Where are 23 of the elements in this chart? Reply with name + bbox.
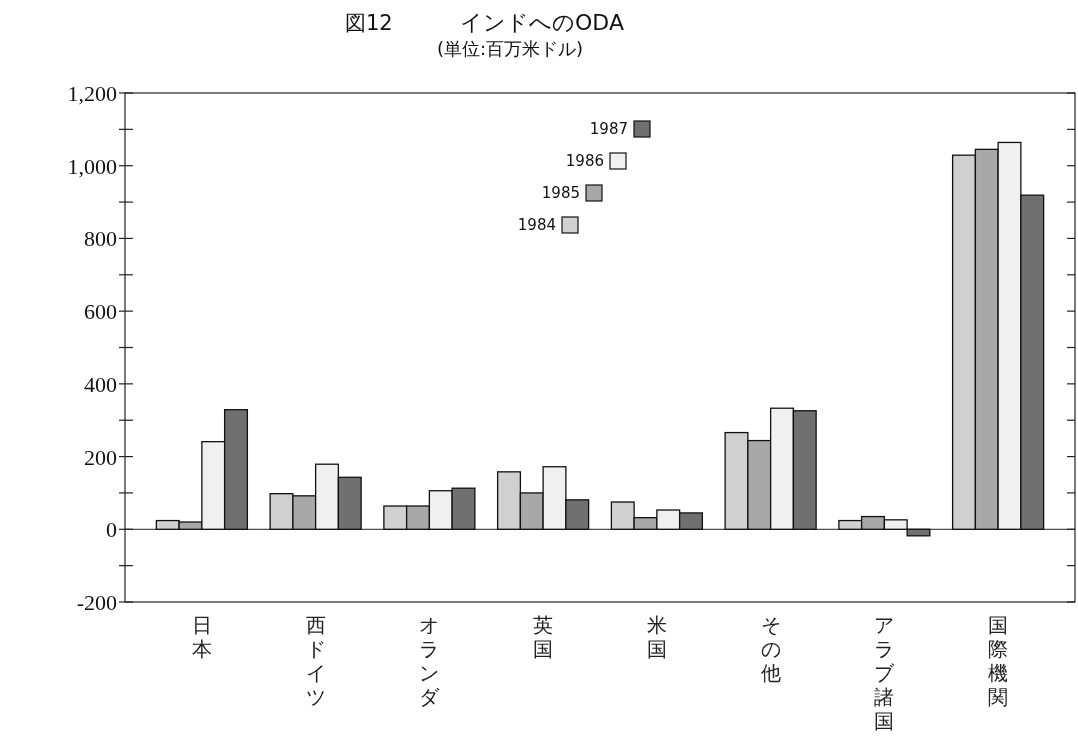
- x-tick-label: 西ドイツ: [305, 613, 326, 709]
- y-tick-label: 600: [84, 299, 117, 325]
- x-tick-label: アラブ諸国: [874, 613, 896, 733]
- chart-subtitle: (単位:百万米ドル): [436, 38, 584, 59]
- x-tick-label: その他: [760, 613, 781, 685]
- y-tick-label: 0: [106, 517, 117, 543]
- y-tick-label: -200: [76, 590, 117, 615]
- legend-label: 1986: [565, 152, 604, 170]
- legend-label: 1984: [517, 216, 556, 234]
- x-tick-label: 日本: [191, 613, 212, 661]
- y-tick-label: 800: [84, 226, 117, 252]
- chart-title: インドへのODA: [460, 10, 624, 35]
- legend-label: 1985: [541, 184, 580, 202]
- y-tick-label: 1,000: [67, 153, 117, 179]
- y-tick-label: 200: [84, 444, 117, 470]
- y-tick-label: 400: [84, 371, 117, 397]
- legend-label: 1987: [589, 120, 628, 138]
- x-tick-label: 英国: [533, 613, 554, 661]
- caption: 図12: [345, 11, 393, 35]
- y-tick-label: 1,200: [67, 81, 117, 106]
- x-tick-label: 国際機関: [988, 613, 1009, 709]
- x-tick-label: 米国: [646, 613, 667, 661]
- x-tick-label: オランダ: [419, 613, 441, 709]
